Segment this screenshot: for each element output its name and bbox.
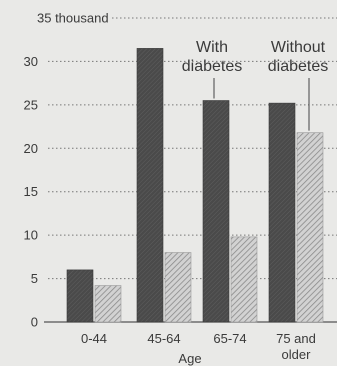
y-tick-label-30: 30	[24, 54, 38, 69]
series-label-with-diabetes-line2: diabetes	[182, 58, 243, 75]
y-tick-label-0: 0	[31, 315, 38, 330]
series-annotations: With diabetes Without diabetes	[182, 39, 329, 131]
x-category-label-1: 45-64	[147, 331, 180, 346]
bar-with-diabetes-2	[202, 100, 230, 323]
bar-with-diabetes-0	[66, 269, 94, 323]
y-tick-label-35: 35 thousand	[37, 11, 109, 26]
series-label-with-diabetes: With	[196, 39, 228, 56]
y-tick-label-20: 20	[24, 141, 38, 156]
y-tick-labels: 0 5 10 15 20 25 30 35 thousand	[24, 11, 109, 330]
y-tick-label-10: 10	[24, 228, 38, 243]
bar-without-diabetes-3	[296, 132, 324, 323]
bar-with-diabetes-3	[268, 102, 296, 323]
bar-with-diabetes-1	[136, 48, 164, 323]
y-tick-label-25: 25	[24, 97, 38, 112]
y-tick-label-5: 5	[31, 271, 38, 286]
bar-without-diabetes-0	[94, 285, 122, 323]
x-category-label-0: 0-44	[81, 331, 107, 346]
series-label-without-diabetes-line2: diabetes	[268, 58, 329, 75]
x-category-label-2: 65-74	[213, 331, 246, 346]
bar-without-diabetes-1	[164, 252, 192, 323]
bars	[66, 48, 324, 323]
series-label-without-diabetes: Without	[271, 39, 326, 56]
x-category-label-3: 75 and	[276, 331, 316, 346]
x-axis-title: Age	[178, 351, 201, 366]
bar-without-diabetes-2	[230, 236, 258, 323]
y-tick-label-15: 15	[24, 184, 38, 199]
x-category-label-3-line2: older	[282, 347, 312, 362]
